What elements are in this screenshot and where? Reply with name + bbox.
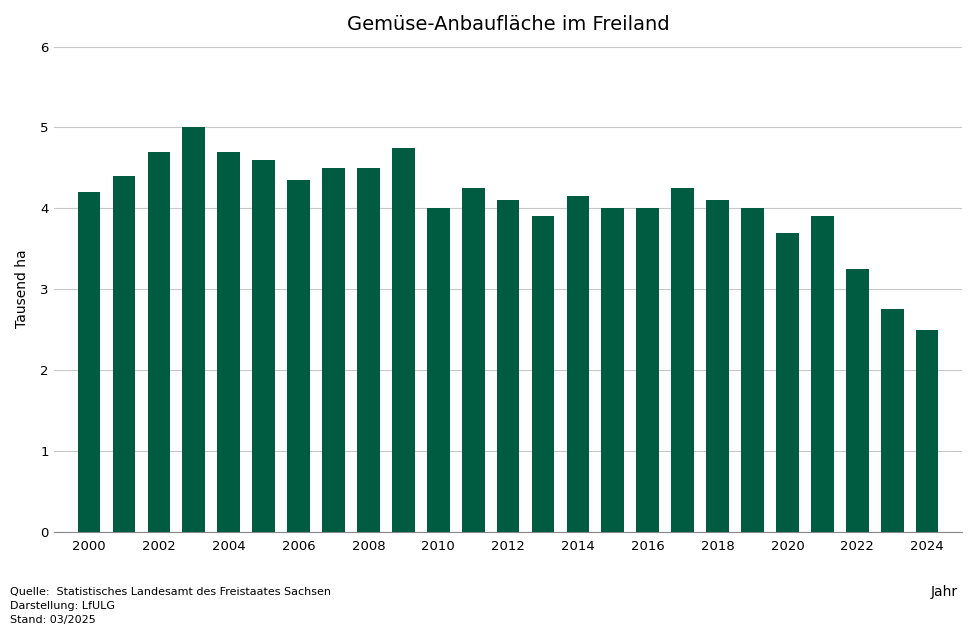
Bar (636, 208, 659, 531)
Text: Jahr: Jahr (930, 586, 957, 599)
Bar (915, 329, 939, 531)
Bar (706, 200, 729, 531)
Bar (602, 208, 624, 531)
Bar (112, 176, 136, 531)
Bar (811, 216, 833, 531)
Bar (78, 192, 101, 531)
Title: Gemüse-Anbaufläche im Freiland: Gemüse-Anbaufläche im Freiland (347, 15, 669, 34)
Bar (462, 188, 485, 531)
Bar (567, 196, 589, 531)
Bar (148, 151, 170, 531)
Bar (218, 151, 240, 531)
Text: Quelle:  Statistisches Landesamt des Freistaates Sachsen
Darstellung: LfULG
Stan: Quelle: Statistisches Landesamt des Frei… (10, 587, 331, 625)
Bar (252, 160, 275, 531)
Bar (322, 168, 345, 531)
Bar (531, 216, 554, 531)
Bar (846, 269, 869, 531)
Bar (671, 188, 694, 531)
Y-axis label: Tausend ha: Tausend ha (15, 250, 29, 328)
Bar (392, 148, 414, 531)
Bar (357, 168, 380, 531)
Bar (881, 309, 904, 531)
Bar (776, 233, 799, 531)
Bar (496, 200, 520, 531)
Bar (287, 180, 310, 531)
Bar (183, 127, 205, 531)
Bar (427, 208, 449, 531)
Bar (742, 208, 764, 531)
